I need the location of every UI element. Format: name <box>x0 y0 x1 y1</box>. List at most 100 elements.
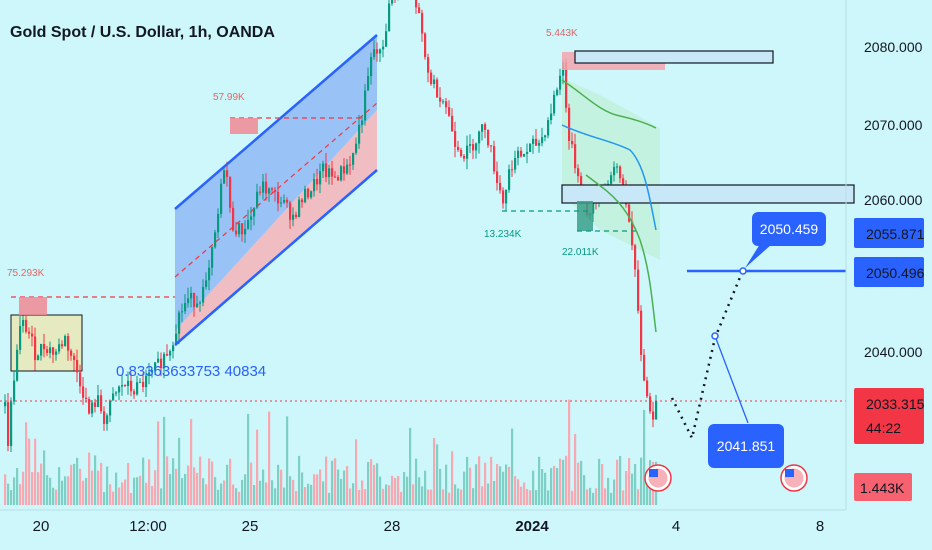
candle-body <box>199 302 202 304</box>
candle-body <box>529 143 532 152</box>
volume-bar <box>568 399 571 505</box>
volume-bar <box>376 463 379 505</box>
time-tick-label: 8 <box>816 518 824 535</box>
candle-body <box>322 163 325 172</box>
candle-body <box>355 143 358 153</box>
candle-body <box>493 146 496 172</box>
volume-bar <box>295 491 298 505</box>
volume-bar <box>454 484 457 505</box>
candle-body <box>469 144 472 146</box>
volume-bar <box>517 479 520 505</box>
candle-body <box>238 223 241 235</box>
candle-body <box>370 57 373 77</box>
candle-body <box>97 395 100 407</box>
candle-body <box>109 400 112 416</box>
volume-bar <box>157 421 160 505</box>
volume-bar <box>277 464 280 505</box>
projected-path <box>670 269 745 442</box>
volume-bar <box>253 485 256 505</box>
candle-body <box>538 142 541 146</box>
price-callouts: 2050.459 2041.851 <box>708 212 826 468</box>
candle-body <box>319 171 322 185</box>
volume-bar <box>637 489 640 505</box>
volume-bar <box>643 409 646 505</box>
candle-body <box>262 181 265 193</box>
volume-bar <box>418 477 421 505</box>
candle-body <box>532 138 535 144</box>
volume-bar <box>100 462 103 505</box>
candle-body <box>442 101 445 103</box>
candle-body <box>106 415 109 424</box>
volume-bar <box>268 411 271 505</box>
candle-body <box>133 391 136 395</box>
price-badge <box>854 257 924 287</box>
candle-body <box>439 97 442 102</box>
candle-body <box>214 232 217 248</box>
candle-body <box>346 164 349 174</box>
time-tick-label: 2024 <box>515 518 549 535</box>
price-badge-label: 2033.315 <box>866 396 925 412</box>
volume-bar <box>349 488 352 505</box>
candle-body <box>652 411 655 420</box>
candle-body <box>619 166 622 179</box>
candle-body <box>220 183 223 214</box>
candle-body <box>436 79 439 98</box>
volume-bar <box>358 489 361 505</box>
volume-bar <box>343 470 346 505</box>
time-tick-label: 28 <box>384 518 401 535</box>
candle-body <box>379 49 382 54</box>
candle-body <box>121 385 124 387</box>
candle-body <box>376 49 379 54</box>
candle-body <box>520 150 523 157</box>
price-axis[interactable]: 2080.000 2070.000 2060.000 2040.000 <box>864 39 923 360</box>
volume-bar <box>286 416 289 505</box>
candle-body <box>280 202 283 204</box>
time-axis[interactable]: 20 12:00 25 28 2024 4 8 <box>33 518 825 535</box>
candle-body <box>463 156 466 159</box>
candle-body <box>139 381 142 383</box>
candle-body <box>607 183 610 185</box>
volume-bar <box>439 468 442 505</box>
volume-bar <box>265 482 268 505</box>
candle-body <box>502 190 505 204</box>
candle-body <box>208 267 211 281</box>
candle-body <box>592 194 595 214</box>
volume-bar <box>475 464 478 505</box>
volume-bar <box>445 464 448 505</box>
candle-body <box>550 113 553 121</box>
volume-bar <box>346 466 349 505</box>
channel-lower-line <box>174 169 378 346</box>
candle-body <box>508 169 511 190</box>
candle-body <box>193 292 196 307</box>
us-flag-canton <box>649 469 658 477</box>
candle-body <box>175 333 178 346</box>
volume-bar <box>19 484 22 505</box>
candle-body <box>313 178 316 192</box>
price-tick-label: 2070.000 <box>864 117 923 133</box>
candle-body <box>433 79 436 84</box>
volume-annotation: 5.443K <box>546 28 578 39</box>
volume-bar <box>394 477 397 505</box>
volume-bar <box>496 464 499 505</box>
candle-body <box>475 143 478 151</box>
candle-body <box>52 347 55 355</box>
candle-body <box>160 358 163 369</box>
volume-bar <box>478 456 481 505</box>
candle-body <box>616 166 619 168</box>
candle-body <box>301 199 304 203</box>
volume-bar <box>511 428 514 505</box>
candle-body <box>337 177 340 181</box>
volume-bar <box>610 492 613 505</box>
volume-bar <box>292 479 295 505</box>
candle-body <box>247 219 250 229</box>
volume-bar <box>82 480 85 505</box>
candle-body <box>142 381 145 388</box>
candle-body <box>655 400 658 420</box>
candle-body <box>304 188 307 203</box>
volume-bar <box>355 439 358 505</box>
volume-bar <box>328 492 331 505</box>
volume-bar <box>226 464 229 505</box>
candle-body <box>535 138 538 146</box>
candle-body <box>430 72 433 85</box>
volume-bar <box>139 475 142 505</box>
